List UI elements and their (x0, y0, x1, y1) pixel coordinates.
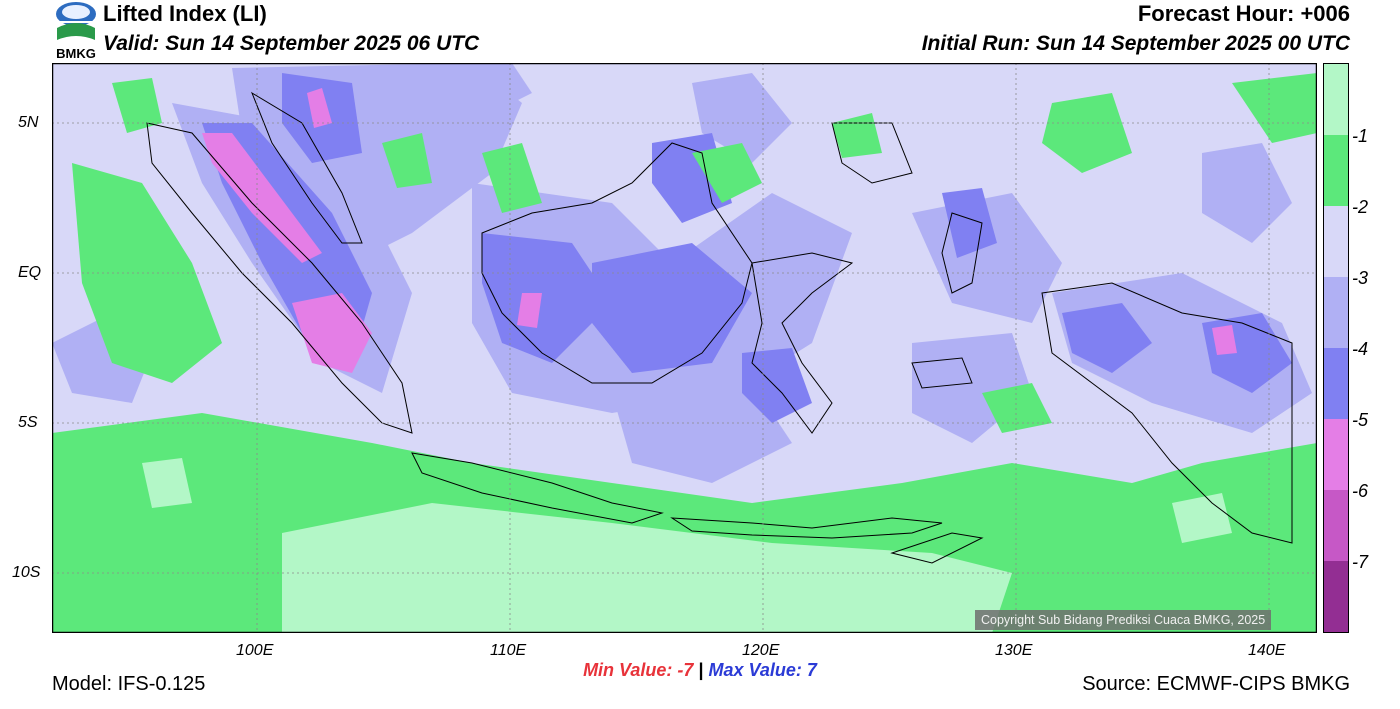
colorbar-label-m6: -6 (1352, 481, 1369, 501)
min-max-values: Min Value: -7 | Max Value: 7 (0, 660, 1400, 681)
valid-time: Valid: Sun 14 September 2025 06 UTC (103, 32, 480, 55)
bmkg-logo-text: BMKG (56, 46, 96, 61)
lat-label-10s: 10S (12, 564, 41, 581)
colorbar-seg-7 (1324, 561, 1348, 632)
bmkg-logo: BMKG (52, 0, 100, 62)
colorbar-seg-6 (1324, 490, 1348, 561)
max-value-label: Max Value: (708, 660, 802, 680)
colorbar (1323, 63, 1349, 633)
copyright-notice: Copyright Sub Bidang Prediksi Cuaca BMKG… (975, 610, 1272, 630)
colorbar-seg-2 (1324, 206, 1348, 277)
forecast-hour: Forecast Hour: +006 (1137, 1, 1350, 26)
graticule (52, 63, 1317, 633)
coastlines (146, 91, 1293, 564)
lifted-index-map (52, 63, 1317, 633)
lon-label-100e: 100E (236, 642, 274, 659)
min-value: -7 (677, 660, 694, 680)
lat-label-5s: 5S (18, 414, 38, 431)
model-info: Model: IFS-0.125 (52, 673, 206, 695)
min-value-label: Min Value: (583, 660, 673, 680)
li-band-m5-m6 (202, 88, 1237, 373)
lon-label-110e: 110E (490, 642, 527, 659)
colorbar-label-m4: -4 (1352, 339, 1369, 359)
source-info: Source: ECMWF-CIPS BMKG (1082, 673, 1350, 695)
colorbar-label-m5: -5 (1352, 410, 1369, 430)
colorbar-label-m1: -1 (1352, 126, 1369, 146)
colorbar-label-m2: -2 (1352, 197, 1369, 217)
map-frame (52, 63, 1317, 633)
map-title: Lifted Index (LI) (103, 1, 267, 26)
lon-label-140e: 140E (1248, 642, 1286, 659)
min-max-separator: | (698, 660, 704, 680)
colorbar-seg-5 (1324, 419, 1348, 490)
max-value: 7 (806, 660, 817, 680)
li-band-lt-m1 (142, 458, 1232, 633)
lon-label-130e: 130E (995, 642, 1033, 659)
colorbar-seg-4 (1324, 348, 1348, 419)
colorbar-label-m3: -3 (1352, 268, 1369, 288)
colorbar-label-m7: -7 (1352, 552, 1369, 572)
lat-label-eq: EQ (18, 264, 42, 281)
lon-label-120e: 120E (742, 642, 780, 659)
colorbar-seg-3 (1324, 277, 1348, 348)
lat-label-5n: 5N (18, 114, 39, 131)
initial-run: Initial Run: Sun 14 September 2025 00 UT… (921, 32, 1350, 55)
colorbar-seg-1 (1324, 135, 1348, 206)
colorbar-seg-0 (1324, 64, 1348, 135)
bmkg-logo-icon (56, 2, 96, 40)
